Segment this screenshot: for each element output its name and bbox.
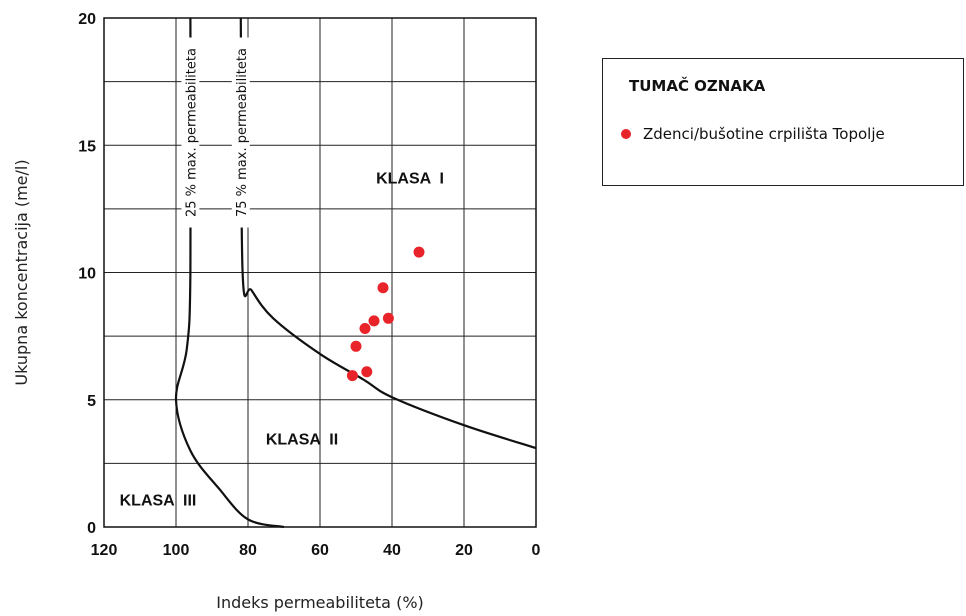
grid bbox=[103, 17, 537, 528]
data-point bbox=[346, 370, 358, 382]
data-point bbox=[382, 312, 394, 324]
data-point bbox=[413, 246, 425, 258]
region-label-klasa-3: KLASA III bbox=[120, 492, 197, 509]
x-tick-labels: 120 100 80 60 40 20 0 bbox=[91, 542, 541, 559]
data-point bbox=[368, 315, 380, 327]
data-point bbox=[377, 282, 389, 294]
curve-label-background bbox=[231, 37, 250, 228]
legend-item: Zdenci/bušotine crpilišta Topolje bbox=[621, 125, 885, 143]
data-point bbox=[359, 322, 371, 334]
y-tick-label: 0 bbox=[87, 520, 96, 537]
curve-label-1: 25 % max. permeabiliteta bbox=[184, 48, 199, 217]
x-tick-label: 20 bbox=[455, 542, 473, 559]
x-tick-label: 100 bbox=[163, 542, 190, 559]
y-tick-label: 5 bbox=[87, 393, 96, 410]
curve-label-background bbox=[181, 37, 200, 228]
y-tick-label: 10 bbox=[78, 266, 96, 283]
region-label-klasa-2: KLASA II bbox=[266, 431, 338, 448]
y-axis-title: Ukupna koncentracija (me/l) bbox=[12, 159, 31, 385]
legend-title: TUMAČ OZNAKA bbox=[629, 77, 766, 95]
red-dot-icon bbox=[621, 129, 631, 139]
x-tick-label: 60 bbox=[311, 542, 329, 559]
reference-curves: 25 % max. permeabiliteta 75 % max. permea… bbox=[174, 17, 537, 529]
y-tick-label: 15 bbox=[78, 138, 96, 155]
x-tick-label: 120 bbox=[91, 542, 118, 559]
plot-frame bbox=[103, 17, 537, 528]
y-tick-labels: 0 5 10 15 20 bbox=[78, 11, 96, 537]
curve-label-2: 75 % max. permeabiliteta bbox=[235, 48, 250, 217]
reference-curve-2 bbox=[239, 17, 537, 450]
data-point bbox=[350, 340, 362, 352]
x-tick-label: 40 bbox=[383, 542, 401, 559]
x-axis-title: Indeks permeabiliteta (%) bbox=[216, 593, 424, 612]
y-tick-label: 20 bbox=[78, 11, 96, 28]
data-points bbox=[346, 246, 425, 382]
x-tick-label: 0 bbox=[532, 542, 541, 559]
data-point bbox=[361, 366, 373, 378]
legend-item-label: Zdenci/bušotine crpilišta Topolje bbox=[643, 125, 885, 143]
x-tick-label: 80 bbox=[239, 542, 257, 559]
legend: TUMAČ OZNAKA Zdenci/bušotine crpilišta T… bbox=[602, 58, 964, 186]
region-label-klasa-1: KLASA I bbox=[376, 170, 444, 187]
